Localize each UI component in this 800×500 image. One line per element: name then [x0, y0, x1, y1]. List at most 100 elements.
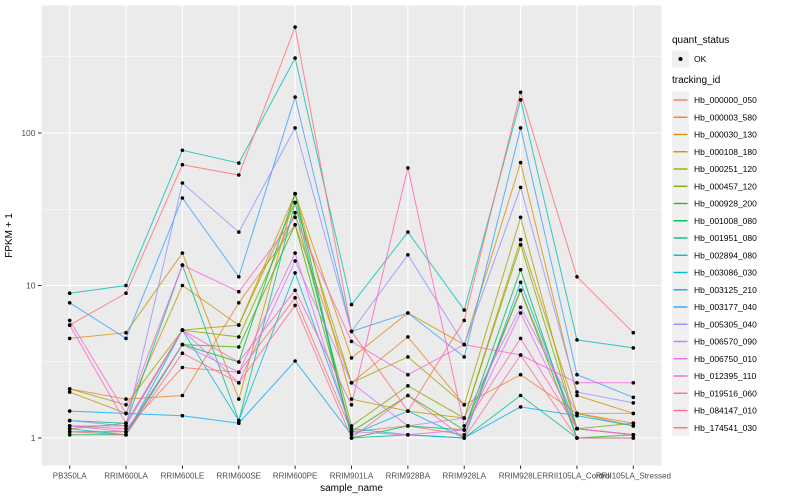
- legend-label-tracking-id: Hb_002894_080: [694, 250, 757, 260]
- data-point: [180, 283, 185, 288]
- data-point: [237, 323, 241, 327]
- legend-label-tracking-id: Hb_003177_040: [694, 302, 757, 312]
- data-point: [349, 436, 354, 440]
- data-point: [406, 253, 410, 257]
- legend-label-tracking-id: Hb_001008_080: [694, 216, 757, 226]
- data-point: [518, 243, 523, 247]
- data-point: [406, 311, 410, 315]
- data-point: [631, 401, 636, 405]
- y-tick-label: 10: [26, 281, 36, 291]
- data-point: [462, 433, 467, 437]
- data-point: [349, 429, 354, 434]
- data-point: [237, 173, 241, 177]
- data-point: [575, 390, 579, 394]
- data-point: [180, 162, 185, 167]
- data-point: [124, 411, 128, 416]
- data-point: [631, 433, 636, 437]
- data-point: [518, 280, 523, 285]
- data-point: [180, 393, 185, 398]
- legend-label-tracking-id: Hb_005305_040: [694, 319, 757, 329]
- data-point: [518, 353, 523, 357]
- data-point: [575, 338, 579, 342]
- data-point: [631, 395, 636, 400]
- data-point: [67, 433, 72, 437]
- data-point: [406, 409, 410, 413]
- legend-label-tracking-id: Hb_000251_120: [694, 164, 757, 174]
- x-tick-label: RRIM928BA: [386, 472, 431, 481]
- data-point: [518, 311, 523, 315]
- data-point: [67, 429, 72, 434]
- data-point: [293, 126, 297, 130]
- x-tick-label: RRIM901LA: [330, 472, 374, 481]
- legend-label-tracking-id: Hb_000108_180: [694, 147, 757, 157]
- data-point: [518, 393, 523, 398]
- data-point: [124, 336, 128, 341]
- y-tick-label: 1: [31, 433, 36, 443]
- x-tick-label: RRIM600SE: [217, 472, 261, 481]
- data-point: [180, 365, 185, 370]
- data-point: [124, 426, 128, 431]
- data-point: [631, 330, 636, 335]
- x-tick-label: RRIM600LA: [104, 472, 148, 481]
- y-axis-title: FPKM + 1: [4, 213, 15, 258]
- legend-label-tracking-id: Hb_174541_030: [694, 423, 757, 433]
- data-point: [237, 275, 241, 279]
- data-point: [293, 271, 297, 275]
- data-point: [67, 291, 72, 296]
- legend-point-symbol: [678, 57, 683, 61]
- data-point: [349, 339, 354, 344]
- data-point: [293, 296, 297, 300]
- data-point: [406, 166, 410, 170]
- data-point: [237, 345, 241, 349]
- data-point: [237, 301, 241, 305]
- x-tick-label: RRII105LA_Stressed: [596, 472, 671, 481]
- data-point: [406, 393, 410, 398]
- x-tick-label: RRIM928LA: [442, 472, 486, 481]
- data-point: [349, 329, 354, 334]
- legend-label-tracking-id: Hb_000000_050: [694, 95, 757, 105]
- data-point: [518, 160, 523, 165]
- data-point: [237, 370, 241, 375]
- data-point: [349, 381, 354, 385]
- data-point: [406, 433, 410, 437]
- data-point: [518, 336, 523, 341]
- data-point: [67, 390, 72, 394]
- data-point: [575, 393, 579, 398]
- data-point: [631, 346, 636, 350]
- data-point: [406, 384, 410, 388]
- legend-label-quant-status: OK: [694, 54, 707, 64]
- data-point: [575, 381, 579, 385]
- data-point: [180, 196, 185, 200]
- data-point: [180, 351, 185, 356]
- data-point: [462, 355, 467, 359]
- legend-title-tracking-id: tracking_id: [672, 75, 720, 86]
- legend-label-tracking-id: Hb_084147_010: [694, 406, 757, 416]
- data-point: [293, 191, 297, 196]
- legend-label-tracking-id: Hb_006750_010: [694, 354, 757, 364]
- data-point: [124, 397, 128, 401]
- data-point: [293, 215, 297, 220]
- data-point: [518, 126, 523, 130]
- data-point: [631, 421, 636, 426]
- data-point: [67, 426, 72, 431]
- data-point: [462, 424, 467, 428]
- data-point: [124, 433, 128, 437]
- data-point: [575, 275, 579, 279]
- data-point: [67, 424, 72, 428]
- data-point: [67, 409, 72, 413]
- data-point: [518, 288, 523, 293]
- legend-label-tracking-id: Hb_000030_130: [694, 130, 757, 140]
- data-point: [631, 381, 636, 385]
- data-point: [67, 301, 72, 305]
- data-point: [293, 56, 297, 60]
- data-point: [406, 424, 410, 428]
- data-point: [293, 210, 297, 215]
- data-point: [67, 336, 72, 341]
- data-point: [631, 436, 636, 440]
- data-point: [124, 283, 128, 288]
- data-point: [631, 424, 636, 428]
- data-point: [180, 263, 185, 267]
- x-tick-label: RRIM600PE: [273, 472, 317, 481]
- data-point: [462, 436, 467, 440]
